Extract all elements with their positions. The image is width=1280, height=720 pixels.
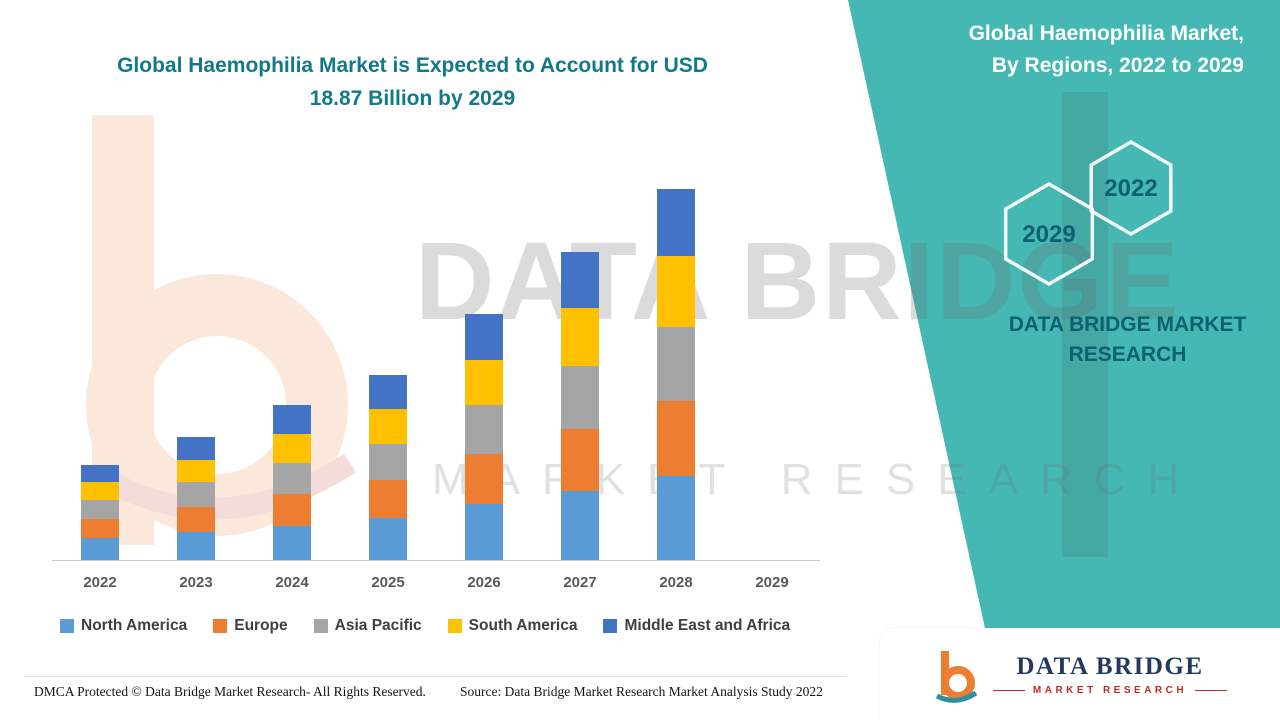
bar-segment-europe xyxy=(465,454,503,504)
x-axis-label-2025: 2025 xyxy=(371,574,405,591)
x-axis-label-2027: 2027 xyxy=(563,574,597,591)
panel-heading-line1: Global Haemophilia Market, xyxy=(968,22,1244,45)
chart-plot-area xyxy=(52,172,820,560)
bar-segment-asia-pacific xyxy=(657,327,695,401)
bar-segment-asia-pacific xyxy=(177,482,215,508)
logo-texts: DATA BRIDGE MARKET RESEARCH xyxy=(992,652,1228,696)
chart-title: Global Haemophilia Market is Expected to… xyxy=(80,50,745,115)
chart-title-line2: 18.87 Billion by 2029 xyxy=(309,86,516,110)
footer-source-text: Source: Data Bridge Market Research Mark… xyxy=(460,684,823,699)
x-axis-label-2028: 2028 xyxy=(659,574,693,591)
bar-segment-europe xyxy=(561,428,599,492)
data-bridge-logo: DATA BRIDGE MARKET RESEARCH xyxy=(880,628,1280,720)
bar-segment-north-america xyxy=(177,531,215,560)
legend-item-middle-east-and-africa: Middle East and Africa xyxy=(603,617,790,635)
bar-segment-south-america xyxy=(465,359,503,405)
legend-swatch-north-america xyxy=(60,619,74,633)
footer-dmca-text: DMCA Protected © Data Bridge Market Rese… xyxy=(34,684,426,699)
bar-segment-middle-east-and-africa xyxy=(561,251,599,308)
bar-segment-middle-east-and-africa xyxy=(81,465,119,483)
legend-item-asia-pacific: Asia Pacific xyxy=(313,617,422,635)
x-axis-label-2022: 2022 xyxy=(83,574,117,591)
bar-2023 xyxy=(177,437,215,560)
chart-title-line1: Global Haemophilia Market is Expected to… xyxy=(117,54,708,77)
hexagon-2022 xyxy=(1089,139,1173,237)
bar-segment-north-america xyxy=(657,475,695,560)
legend-label-europe: Europe xyxy=(234,617,288,634)
bar-2022 xyxy=(81,465,119,560)
x-axis-line xyxy=(52,560,820,561)
legend-label-middle-east-and-africa: Middle East and Africa xyxy=(624,617,791,634)
bar-segment-north-america xyxy=(369,517,407,560)
legend-swatch-europe xyxy=(213,619,228,633)
x-axis-label-2026: 2026 xyxy=(467,574,501,591)
bar-2027 xyxy=(561,251,599,560)
brand-text: DATA BRIDGE MARKET RESEARCH xyxy=(1000,310,1255,371)
x-axis-label-2024: 2024 xyxy=(275,574,309,591)
bar-segment-south-america xyxy=(273,433,311,464)
chart-legend: North America Europe Asia Pacific South Ame… xyxy=(60,617,790,635)
legend-swatch-asia-pacific xyxy=(313,619,328,633)
bar-segment-asia-pacific xyxy=(561,366,599,429)
logo-subtitle: MARKET RESEARCH xyxy=(992,684,1228,696)
x-axis-label-2029: 2029 xyxy=(755,574,789,591)
panel-heading-line2: By Regions, 2022 to 2029 xyxy=(991,53,1244,77)
x-axis-label-2023: 2023 xyxy=(179,574,213,591)
bar-segment-europe xyxy=(177,507,215,532)
bar-2024 xyxy=(273,404,311,560)
x-axis-labels: 2022 2023 2024 2025 2026 2027 2028 2029 xyxy=(52,574,820,596)
hexagon-2029-label: 2029 xyxy=(1022,221,1075,248)
bar-segment-middle-east-and-africa xyxy=(657,189,695,257)
bar-segment-north-america xyxy=(561,491,599,560)
bar-2028 xyxy=(657,189,695,560)
bar-segment-europe xyxy=(81,519,119,539)
legend-item-south-america: South America xyxy=(447,617,578,635)
legend-label-north-america: North America xyxy=(81,617,188,634)
watermark-stem-shape xyxy=(1062,92,1108,557)
bar-segment-europe xyxy=(369,480,407,518)
bar-segment-south-america xyxy=(369,409,407,444)
legend-item-north-america: North America xyxy=(60,617,187,635)
bar-segment-middle-east-and-africa xyxy=(369,374,407,410)
legend-swatch-middle-east-and-africa xyxy=(603,619,618,633)
bar-segment-north-america xyxy=(81,538,119,560)
bar-segment-asia-pacific xyxy=(465,404,503,455)
bar-segment-asia-pacific xyxy=(81,499,119,520)
year-hexagons: 2029 2022 xyxy=(1003,139,1173,287)
data-bridge-logo-icon xyxy=(935,651,978,703)
logo-subtitle-text: MARKET RESEARCH xyxy=(1032,684,1188,696)
hexagon-2022-label: 2022 xyxy=(1104,175,1157,202)
bar-segment-middle-east-and-africa xyxy=(273,404,311,434)
bar-segment-asia-pacific xyxy=(273,463,311,495)
bar-segment-south-america xyxy=(177,459,215,483)
bar-segment-south-america xyxy=(81,482,119,500)
bar-segment-asia-pacific xyxy=(369,443,407,481)
logo-name: DATA BRIDGE xyxy=(1016,652,1204,680)
logo-subtitle-line-right xyxy=(1195,689,1228,691)
bar-segment-middle-east-and-africa xyxy=(177,437,215,460)
watermark-market-research-text: MARKET RESEARCH xyxy=(432,455,1202,504)
bar-segment-middle-east-and-africa xyxy=(465,314,503,360)
bar-segment-south-america xyxy=(561,307,599,367)
bar-2025 xyxy=(369,374,407,560)
footer-divider xyxy=(24,676,846,677)
bar-segment-europe xyxy=(273,494,311,526)
brand-text-line1: DATA BRIDGE MARKET xyxy=(1008,313,1247,336)
panel-heading: Global Haemophilia Market, By Regions, 2… xyxy=(969,18,1244,81)
brand-text-line2: RESEARCH xyxy=(1068,343,1187,367)
legend-item-europe: Europe xyxy=(213,617,288,635)
legend-label-south-america: South America xyxy=(468,617,578,634)
bar-segment-south-america xyxy=(657,256,695,328)
logo-subtitle-line-left xyxy=(992,689,1025,691)
bar-segment-north-america xyxy=(465,503,503,560)
legend-label-asia-pacific: Asia Pacific xyxy=(334,617,422,634)
bar-segment-north-america xyxy=(273,525,311,560)
bar-segment-europe xyxy=(657,400,695,476)
legend-swatch-south-america xyxy=(447,619,462,633)
bar-2026 xyxy=(465,314,503,560)
watermark-logo-b-icon xyxy=(86,115,356,545)
